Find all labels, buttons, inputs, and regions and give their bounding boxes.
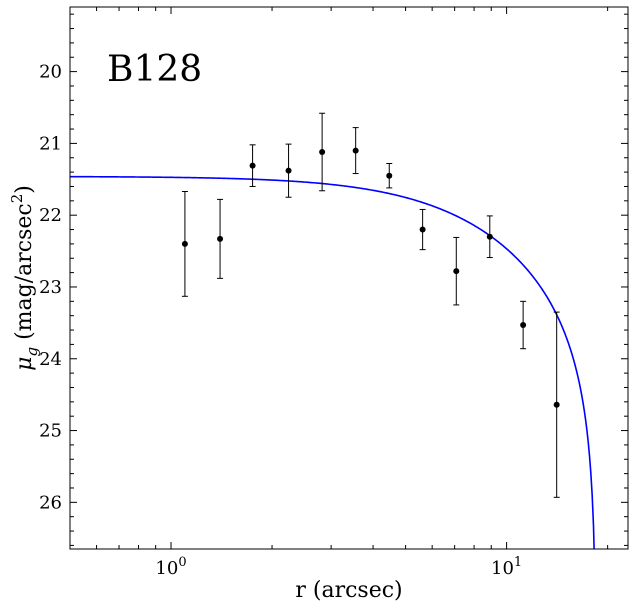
y-tick-label: 22 — [39, 205, 62, 226]
data-point — [352, 147, 359, 154]
y-axis-label: μg (mag/arcsec2) — [8, 185, 41, 371]
x-tick-label: 101 — [491, 555, 522, 579]
x-axis-label: r (arcsec) — [295, 578, 402, 603]
data-point — [553, 401, 560, 408]
x-tick-label: 100 — [155, 555, 186, 579]
data-point — [486, 233, 493, 240]
y-label-close: ) — [12, 185, 37, 194]
y-tick-label: 24 — [39, 349, 62, 370]
y-label-units: (mag/arcsec — [12, 203, 37, 347]
data-point-layer — [181, 147, 560, 408]
y-tick-label: 20 — [39, 62, 62, 83]
data-point — [419, 226, 426, 233]
y-label-superscript: 2 — [8, 194, 26, 204]
plot-frame — [69, 6, 629, 550]
model-curve-layer — [70, 175, 595, 549]
data-point — [217, 235, 224, 242]
y-label-subscript: g — [23, 347, 41, 357]
y-label-symbol: μ — [12, 357, 37, 371]
model-curve — [70, 175, 595, 549]
data-point — [249, 162, 256, 169]
data-point — [181, 240, 188, 247]
major-ticks — [70, 7, 628, 549]
y-tick-label: 21 — [39, 133, 62, 154]
data-point — [520, 322, 527, 329]
data-point — [386, 172, 393, 179]
x-tick-base: 10 — [491, 558, 514, 579]
y-tick-label: 25 — [39, 421, 62, 442]
x-tick-base: 10 — [155, 558, 178, 579]
data-point — [319, 149, 326, 156]
panel-title: B128 — [107, 49, 202, 90]
data-point — [285, 167, 292, 174]
y-tick-label: 23 — [39, 277, 62, 298]
x-tick-exponent: 1 — [514, 555, 522, 570]
x-tick-exponent: 0 — [178, 555, 186, 570]
minor-ticks — [69, 7, 628, 549]
data-point — [453, 268, 460, 275]
y-tick-label: 26 — [39, 492, 62, 513]
